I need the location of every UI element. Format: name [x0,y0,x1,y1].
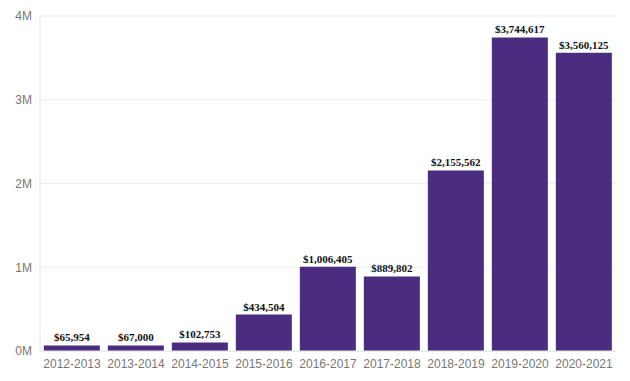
svg-text:$1,006,405: $1,006,405 [303,253,353,265]
svg-text:4M: 4M [15,9,32,23]
svg-text:2014-2015: 2014-2015 [171,357,229,371]
svg-text:2020-2021: 2020-2021 [555,357,613,371]
svg-text:2016-2017: 2016-2017 [299,357,357,371]
svg-text:2012-2013: 2012-2013 [43,357,101,371]
svg-text:$67,000: $67,000 [118,331,154,343]
svg-text:$3,744,617: $3,744,617 [495,23,545,35]
svg-text:3M: 3M [15,93,32,107]
svg-text:$102,753: $102,753 [179,328,221,340]
svg-text:$65,954: $65,954 [54,331,90,343]
svg-text:2019-2020: 2019-2020 [491,357,549,371]
svg-text:2013-2014: 2013-2014 [107,357,165,371]
svg-text:$434,504: $434,504 [243,301,285,313]
svg-text:2M: 2M [15,177,32,191]
svg-text:$2,155,562: $2,155,562 [431,156,481,168]
svg-text:$889,802: $889,802 [371,262,413,274]
svg-text:1M: 1M [15,261,32,275]
svg-text:2015-2016: 2015-2016 [235,357,293,371]
svg-text:0M: 0M [15,344,32,358]
svg-text:2017-2018: 2017-2018 [363,357,421,371]
svg-text:2018-2019: 2018-2019 [427,357,485,371]
svg-text:$3,560,125: $3,560,125 [559,39,609,51]
